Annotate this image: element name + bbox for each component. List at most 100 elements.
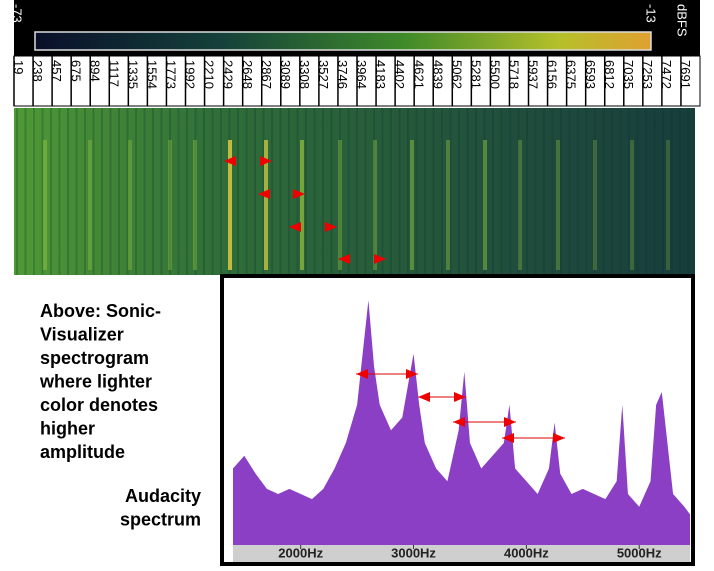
- stripe: [424, 108, 426, 275]
- frequency-label: 3746: [335, 60, 350, 89]
- frequency-label: 4402: [392, 60, 407, 89]
- stripe: [441, 108, 443, 275]
- frequency-label: 894: [87, 60, 102, 82]
- stripe: [670, 108, 673, 275]
- stripe: [322, 108, 324, 275]
- stripe: [160, 108, 163, 275]
- frequency-label: 1554: [144, 60, 159, 89]
- stripe: [568, 108, 571, 275]
- arrow-head: [289, 222, 301, 232]
- stripe: [24, 108, 27, 275]
- stripe: [109, 108, 112, 275]
- caption-line: color denotes: [40, 395, 158, 415]
- arrow-head: [374, 254, 386, 264]
- stripe: [16, 108, 18, 275]
- frequency-label: 2210: [202, 60, 217, 89]
- stripe: [237, 108, 239, 275]
- stripe: [526, 108, 528, 275]
- spectrum-chart: 2000Hz 3000Hz 4000Hz 5000Hz: [233, 300, 690, 560]
- frequency-label: 5937: [526, 60, 541, 89]
- stripe: [449, 108, 452, 275]
- arrow-head: [453, 417, 465, 427]
- spectrogram: [14, 108, 695, 275]
- stripe: [662, 108, 664, 275]
- stripe: [432, 108, 435, 275]
- stripe: [475, 108, 477, 275]
- stripe: [211, 108, 214, 275]
- frequency-label: 1992: [183, 60, 198, 89]
- stripe-bright: [666, 140, 670, 270]
- stripe: [67, 108, 69, 275]
- stripe: [679, 108, 681, 275]
- caption-line: Above: Sonic-: [40, 301, 161, 321]
- colorbar-unit: dBFS: [675, 4, 690, 37]
- frequency-label: 5281: [468, 60, 483, 89]
- spectrogram-arrows: [224, 156, 386, 264]
- frequency-scale: 19 238 457 675 894 1117 1335 1554 1773 1992 2210 24…: [11, 55, 701, 107]
- stripe: [339, 108, 341, 275]
- frequency-label: 19: [11, 60, 26, 74]
- stripe: [262, 108, 265, 275]
- arrow-head: [502, 433, 514, 443]
- frequency-label: 6593: [583, 60, 598, 89]
- arrow-head: [260, 156, 272, 166]
- stripe: [602, 108, 605, 275]
- frequency-label: 7472: [659, 60, 674, 89]
- frequency-label: 4839: [430, 60, 445, 89]
- stripe-bright: [483, 140, 487, 270]
- stripe-bright: [518, 140, 522, 270]
- stripe: [551, 108, 554, 275]
- frequency-label: 1117: [106, 60, 121, 87]
- frequency-label: 1335: [125, 60, 140, 89]
- stripe: [203, 108, 205, 275]
- frequency-label: 2867: [259, 60, 274, 89]
- stripe: [500, 108, 503, 275]
- stripe-bright: [128, 140, 132, 270]
- stripe-bright: [556, 140, 560, 270]
- arrow-head: [293, 189, 305, 199]
- frequency-label: 5500: [487, 60, 502, 89]
- arrow-head: [356, 369, 368, 379]
- stripe: [254, 108, 256, 275]
- stripe: [330, 108, 333, 275]
- arrow-head: [454, 392, 466, 402]
- stripe: [407, 108, 409, 275]
- caption-line: Visualizer: [40, 324, 124, 344]
- frequency-label: 5718: [507, 60, 522, 89]
- frequency-label: 5062: [449, 60, 464, 89]
- arrow-head: [224, 156, 236, 166]
- stripe: [186, 108, 188, 275]
- x-tick-label: 2000Hz: [278, 545, 323, 560]
- stripe: [135, 108, 137, 275]
- stripe: [364, 108, 367, 275]
- stripe-bright: [193, 140, 197, 270]
- stripe: [177, 108, 180, 275]
- stripe: [58, 108, 61, 275]
- stripe: [543, 108, 545, 275]
- stripe: [271, 108, 273, 275]
- stripe: [534, 108, 537, 275]
- frequency-label: 3527: [316, 60, 331, 89]
- stripe: [687, 108, 690, 275]
- stripe: [517, 108, 520, 275]
- stripe-bright: [264, 140, 268, 270]
- stripe: [152, 108, 154, 275]
- stripe: [585, 108, 588, 275]
- frequency-label: 4183: [373, 60, 388, 89]
- arrow-head: [258, 189, 270, 199]
- stripe: [492, 108, 494, 275]
- frequency-label: 238: [30, 60, 45, 82]
- stripe-bright: [228, 140, 232, 270]
- stripe: [458, 108, 460, 275]
- stripe: [288, 108, 290, 275]
- stripe: [169, 108, 171, 275]
- stripe: [466, 108, 469, 275]
- arrow-head: [504, 417, 516, 427]
- stripe: [305, 108, 307, 275]
- stripe-bright: [630, 140, 634, 270]
- stripe: [636, 108, 639, 275]
- stripe-bright: [446, 140, 450, 270]
- spectrogram-stripes: [16, 108, 690, 275]
- arrow-head: [418, 392, 430, 402]
- frequency-label: 2648: [240, 60, 255, 89]
